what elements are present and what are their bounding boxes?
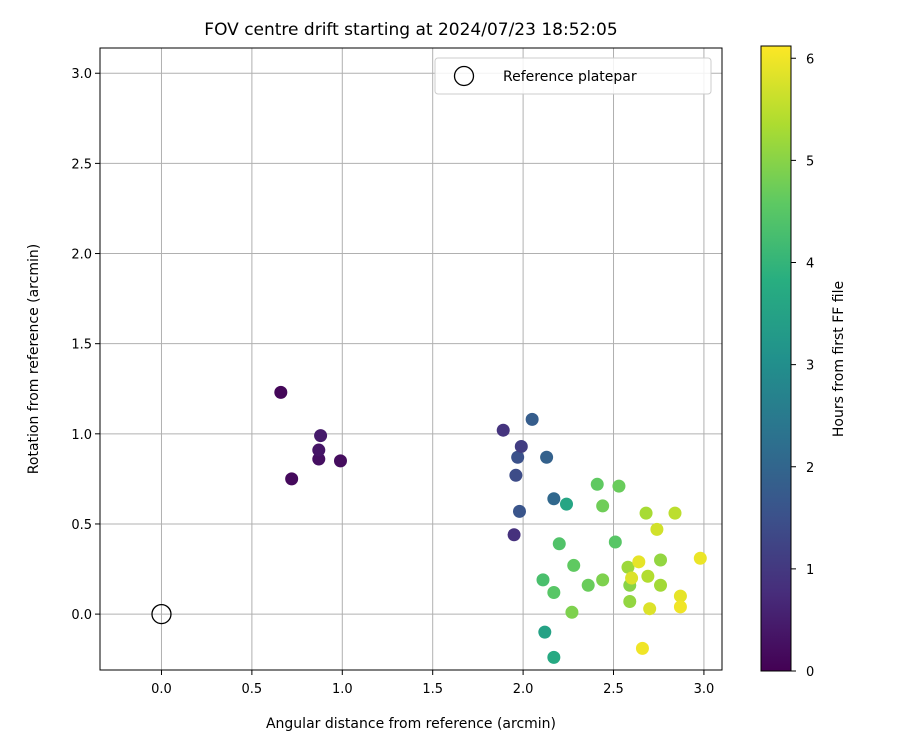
data-point <box>639 506 653 520</box>
x-axis-label: Angular distance from reference (arcmin) <box>266 716 556 732</box>
colorbar-gradient <box>760 45 792 672</box>
data-point <box>512 504 526 518</box>
data-point <box>560 497 573 511</box>
data-point <box>596 573 610 587</box>
colorbar-tick-label: 1 <box>806 563 814 578</box>
x-tick-label: 0.0 <box>151 682 172 697</box>
data-point <box>274 385 288 399</box>
colorbar-tick-label: 6 <box>806 52 814 67</box>
reference-point-marker <box>151 603 172 625</box>
colorbar-ticks: 0 1 2 3 4 5 6 <box>791 52 814 680</box>
reference-point-group <box>151 603 172 625</box>
data-point <box>581 578 595 592</box>
data-point <box>547 650 561 664</box>
colorbar: 0 1 2 3 4 5 6 Hours from first FF file <box>760 45 847 680</box>
data-point <box>643 602 657 616</box>
data-point <box>625 571 639 585</box>
y-tick-label: 3.0 <box>71 67 92 82</box>
data-point <box>552 537 566 551</box>
y-tick-label: 0.0 <box>71 608 92 623</box>
data-point <box>621 560 635 574</box>
data-point <box>538 625 552 639</box>
data-point <box>654 553 668 567</box>
data-point <box>673 600 687 614</box>
legend-box <box>434 57 712 95</box>
data-point <box>333 454 347 468</box>
colorbar-tick-label: 0 <box>806 665 814 680</box>
data-point <box>650 522 664 536</box>
data-point <box>641 569 655 583</box>
y-tick-label: 1.0 <box>71 428 92 443</box>
data-point <box>654 578 668 592</box>
legend-label: Reference platepar <box>503 69 637 85</box>
data-points <box>274 385 707 664</box>
colorbar-label: Hours from first FF file <box>831 281 847 437</box>
data-point <box>693 551 707 565</box>
x-tick-label: 1.5 <box>422 682 443 697</box>
data-point <box>612 479 626 493</box>
data-point <box>312 443 326 457</box>
data-point <box>673 589 687 603</box>
legend-marker-icon <box>453 65 475 87</box>
data-point <box>565 605 579 619</box>
data-point <box>314 429 328 443</box>
y-tick-label: 2.0 <box>71 248 92 263</box>
data-point <box>285 472 299 486</box>
data-point <box>514 439 528 453</box>
y-tick-label: 1.5 <box>71 338 92 353</box>
data-point <box>547 585 561 599</box>
colorbar-tick-label: 5 <box>806 154 814 169</box>
legend: Reference platepar <box>434 57 712 95</box>
data-point <box>312 452 326 466</box>
chart-title: FOV centre drift starting at 2024/07/23 … <box>204 20 617 40</box>
data-point <box>525 412 539 426</box>
data-point <box>496 423 510 437</box>
data-point <box>567 558 581 572</box>
data-point <box>507 528 521 542</box>
x-tick-label: 2.5 <box>603 682 624 697</box>
y-tick-label: 2.5 <box>71 157 92 172</box>
x-tick-label: 2.0 <box>513 682 534 697</box>
plot-area-frame <box>99 47 723 671</box>
x-tick-label: 3.0 <box>694 682 715 697</box>
data-point <box>547 492 561 506</box>
data-point <box>509 468 523 482</box>
y-tick-label: 0.5 <box>71 518 92 533</box>
colorbar-tick-label: 2 <box>806 461 814 476</box>
y-axis-label: Rotation from reference (arcmin) <box>26 244 42 474</box>
colorbar-tick-label: 3 <box>806 359 814 374</box>
data-point <box>623 594 637 608</box>
data-point <box>596 499 610 513</box>
x-axis-ticks: 0.0 0.5 1.0 1.5 2.0 2.5 3.0 <box>151 670 714 697</box>
data-point <box>632 555 646 569</box>
data-point <box>536 573 550 587</box>
data-point <box>540 450 554 464</box>
data-point <box>590 477 604 491</box>
colorbar-tick-label: 4 <box>806 257 814 272</box>
data-point <box>511 450 525 464</box>
data-point <box>608 535 622 549</box>
data-point <box>668 506 682 520</box>
x-tick-label: 1.0 <box>332 682 353 697</box>
y-axis-ticks: 0.0 0.5 1.0 1.5 2.0 2.5 3.0 <box>71 67 100 623</box>
x-tick-label: 0.5 <box>242 682 263 697</box>
data-point <box>635 641 649 655</box>
